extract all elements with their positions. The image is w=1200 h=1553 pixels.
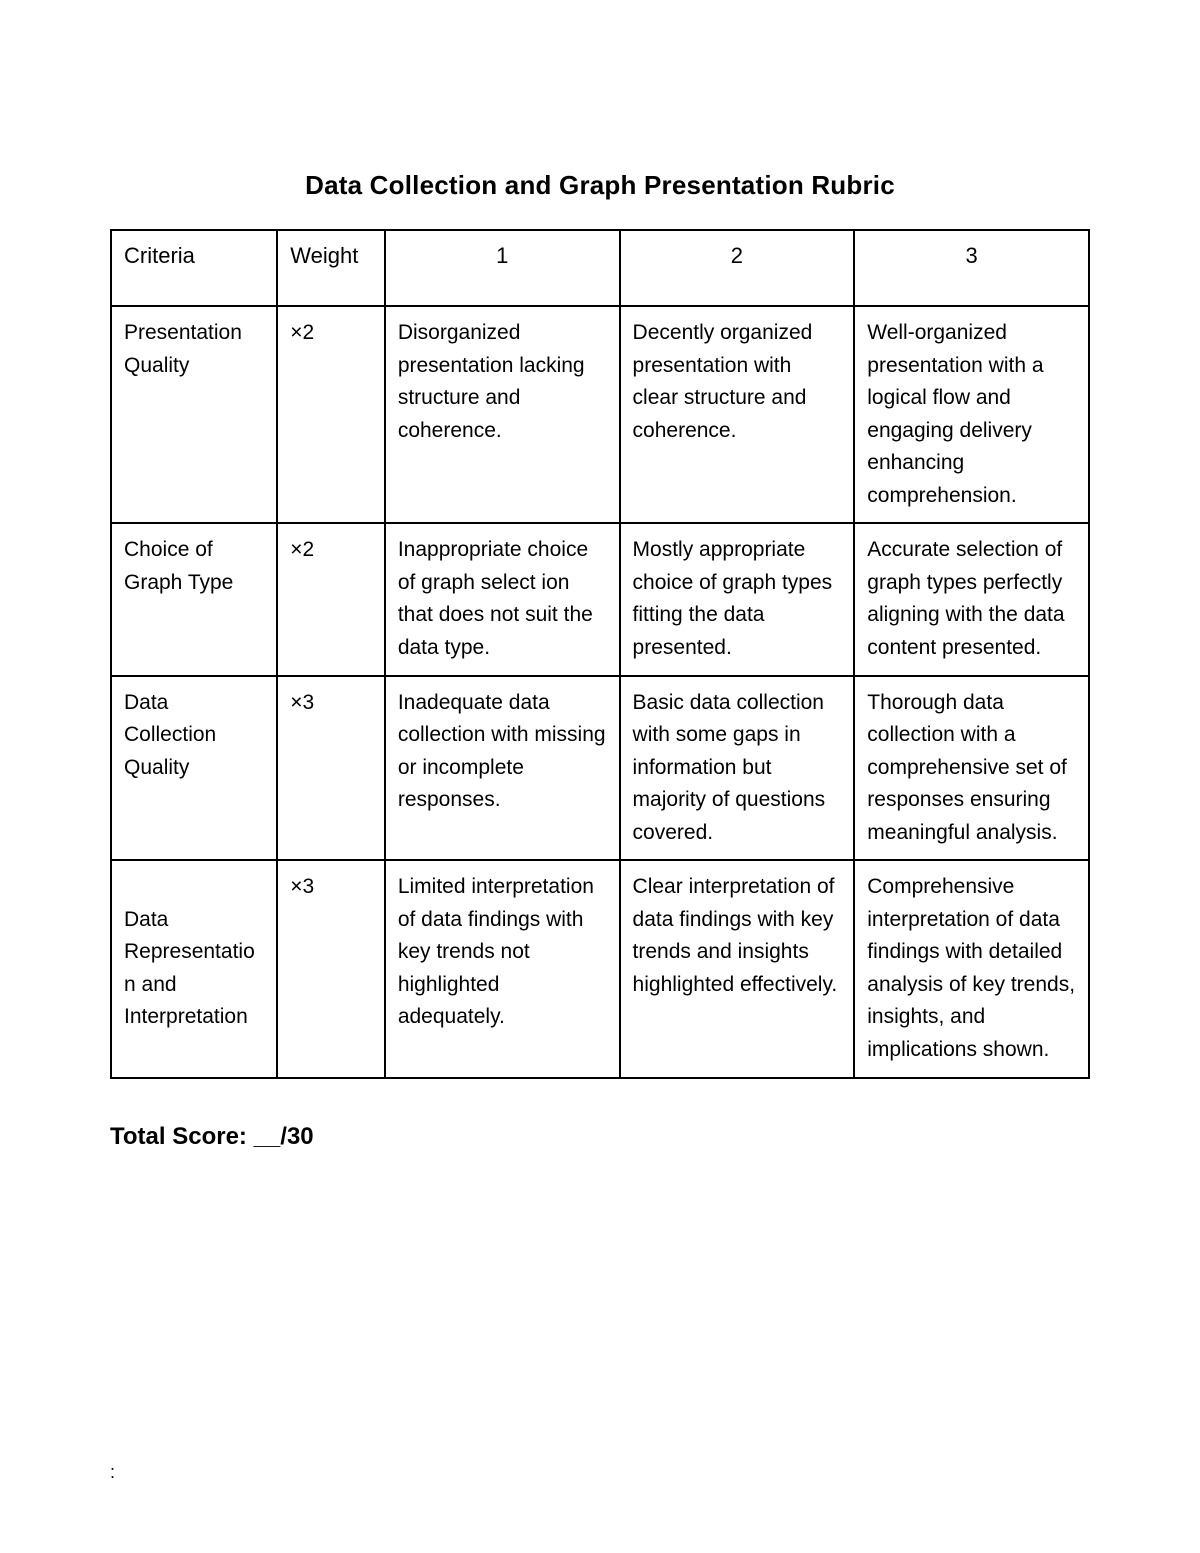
total-score: Total Score: __/30	[110, 1123, 1090, 1151]
table-row: Choice of Graph Type ×2 Inappropriate ch…	[111, 523, 1089, 675]
table-row: Presentation Quality ×2 Disorganized pre…	[111, 306, 1089, 523]
header-score2: 2	[620, 230, 855, 306]
level-2-cell: Basic data collection with some gaps in …	[620, 676, 855, 861]
level-1-cell: Disorganized presentation lacking struct…	[385, 306, 620, 523]
header-weight: Weight	[277, 230, 385, 306]
level-2-cell: Mostly appropriate choice of graph types…	[620, 523, 855, 675]
level-1-cell: Inappropriate choice of graph select ion…	[385, 523, 620, 675]
criteria-cell: Choice of Graph Type	[111, 523, 277, 675]
level-3-cell: Accurate selection of graph types perfec…	[854, 523, 1089, 675]
criteria-cell: Presentation Quality	[111, 306, 277, 523]
table-row: Data Collection Quality ×3 Inadequate da…	[111, 676, 1089, 861]
level-1-cell: Inadequate data collection with missing …	[385, 676, 620, 861]
header-score1: 1	[385, 230, 620, 306]
rubric-table: Criteria Weight 1 2 3 Presentation Quali…	[110, 229, 1090, 1079]
level-3-cell: Well-organized presentation with a logic…	[854, 306, 1089, 523]
level-1-cell: Limited interpretation of data findings …	[385, 860, 620, 1077]
header-score3: 3	[854, 230, 1089, 306]
level-2-cell: Clear interpretation of data findings wi…	[620, 860, 855, 1077]
weight-cell: ×2	[277, 306, 385, 523]
page-container: Data Collection and Graph Presentation R…	[0, 0, 1200, 1553]
page-title: Data Collection and Graph Presentation R…	[110, 170, 1090, 201]
header-criteria: Criteria	[111, 230, 277, 306]
table-row: Data Representation and Interpretation ×…	[111, 860, 1089, 1077]
table-header-row: Criteria Weight 1 2 3	[111, 230, 1089, 306]
level-3-cell: Thorough data collection with a comprehe…	[854, 676, 1089, 861]
level-2-cell: Decently organized presentation with cle…	[620, 306, 855, 523]
weight-cell: ×3	[277, 676, 385, 861]
footer-mark: :	[110, 1462, 115, 1483]
weight-cell: ×3	[277, 860, 385, 1077]
criteria-cell: Data Representation and Interpretation	[111, 860, 277, 1077]
criteria-cell: Data Collection Quality	[111, 676, 277, 861]
weight-cell: ×2	[277, 523, 385, 675]
level-3-cell: Comprehensive interpretation of data fin…	[854, 860, 1089, 1077]
